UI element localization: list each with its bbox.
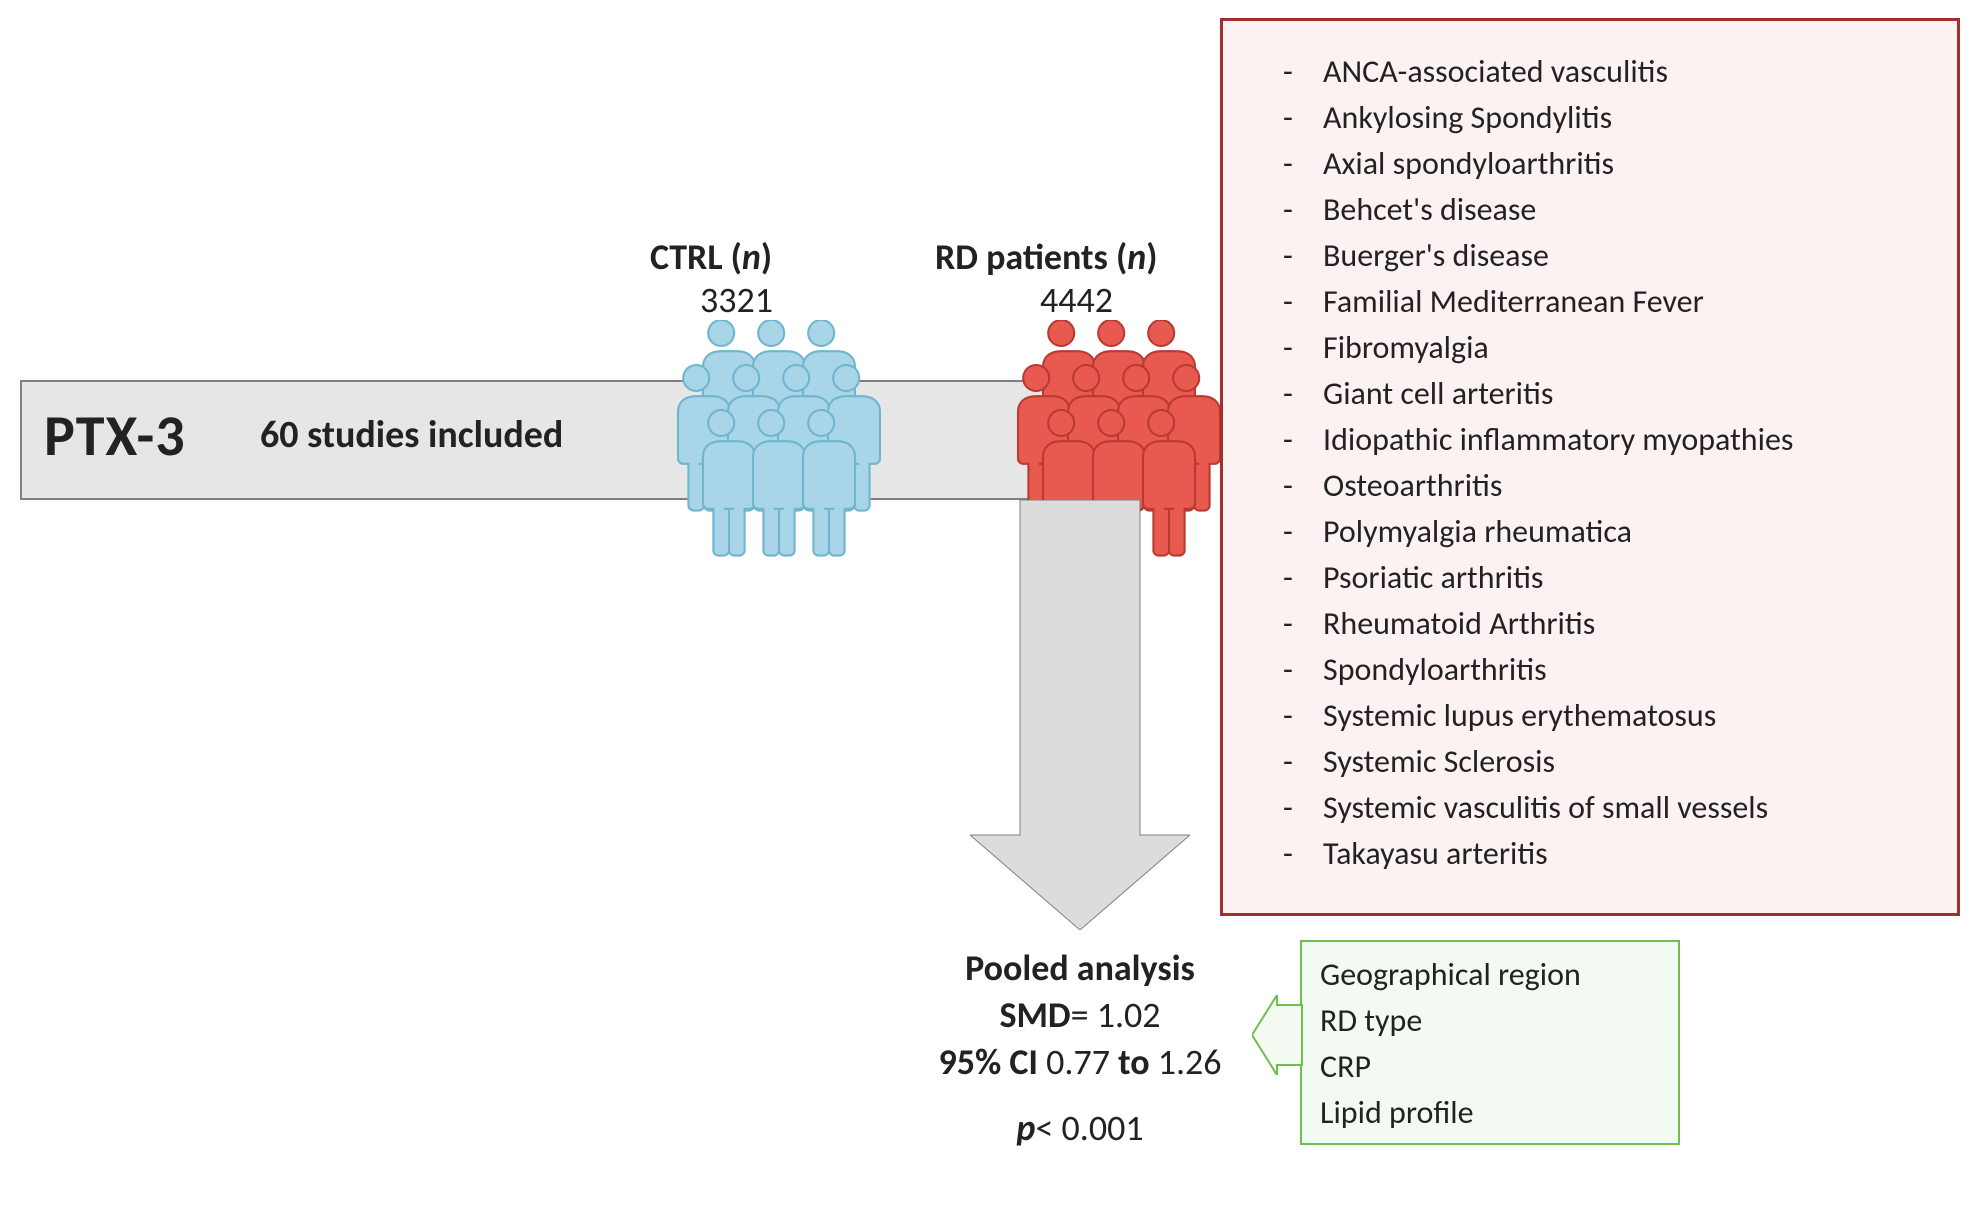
down-arrow-icon: [970, 500, 1190, 930]
pooled-p: p< 0.001: [870, 1105, 1290, 1152]
disease-item: -Takayasu arteritis: [1283, 831, 1937, 877]
disease-item: -Idiopathic inflammatory myopathies: [1283, 417, 1937, 463]
disease-item: -Systemic lupus erythematosus: [1283, 693, 1937, 739]
subgroup-item: Geographical region: [1320, 952, 1660, 998]
disease-item: -Axial spondyloarthritis: [1283, 141, 1937, 187]
disease-item: -Ankylosing Spondylitis: [1283, 95, 1937, 141]
disease-item: -Systemic vasculitis of small vessels: [1283, 785, 1937, 831]
pooled-ci: 95% CI 0.77 to 1.26: [870, 1039, 1290, 1086]
disease-item: -Behcet's disease: [1283, 187, 1937, 233]
disease-item: -ANCA-associated vasculitis: [1283, 49, 1937, 95]
subgroups-arrow-icon: [1252, 995, 1312, 1075]
rd-count: 4442: [1040, 278, 1113, 322]
subgroups-box: Geographical regionRD typeCRPLipid profi…: [1300, 940, 1680, 1145]
disease-item: -Familial Mediterranean Fever: [1283, 279, 1937, 325]
disease-item: -Buerger's disease: [1283, 233, 1937, 279]
diseases-box: -ANCA-associated vasculitis-Ankylosing S…: [1220, 18, 1960, 916]
ctrl-people-icon: [630, 320, 890, 580]
disease-item: -Fibromyalgia: [1283, 325, 1937, 371]
disease-item: -Giant cell arteritis: [1283, 371, 1937, 417]
ctrl-count: 3321: [700, 278, 773, 322]
disease-item: -Spondyloarthritis: [1283, 647, 1937, 693]
disease-item: -Osteoarthritis: [1283, 463, 1937, 509]
ptx3-label: PTX-3: [44, 400, 186, 471]
pooled-analysis: Pooled analysisSMD= 1.0295% CI 0.77 to 1…: [870, 945, 1290, 1152]
subgroup-item: RD type: [1320, 998, 1660, 1044]
pooled-title: Pooled analysis: [870, 945, 1290, 992]
disease-item: -Polymyalgia rheumatica: [1283, 509, 1937, 555]
ctrl-header: CTRL (n): [650, 235, 772, 279]
rd-header: RD patients (n): [935, 235, 1157, 279]
subgroup-item: Lipid profile: [1320, 1090, 1660, 1136]
pooled-smd: SMD= 1.02: [870, 992, 1290, 1039]
disease-item: -Psoriatic arthritis: [1283, 555, 1937, 601]
disease-item: -Rheumatoid Arthritis: [1283, 601, 1937, 647]
subgroup-item: CRP: [1320, 1044, 1660, 1090]
disease-item: -Systemic Sclerosis: [1283, 739, 1937, 785]
studies-label: 60 studies included: [260, 412, 563, 458]
